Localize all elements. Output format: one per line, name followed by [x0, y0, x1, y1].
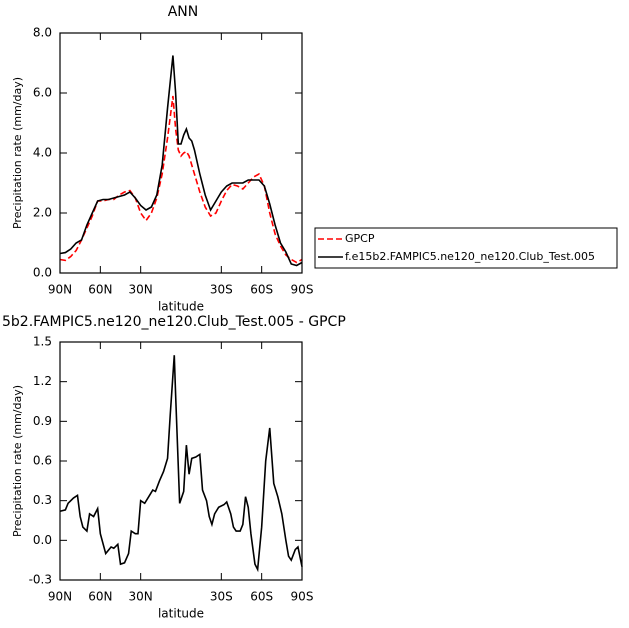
plot-frame	[59, 341, 303, 581]
y-axis-label: Precipitation rate (mm/day)	[11, 77, 24, 229]
series-line	[59, 355, 303, 573]
y-tick-label: -0.3	[29, 573, 52, 587]
y-tick-label: 0.9	[33, 414, 52, 428]
y-tick-label: 0.0	[33, 533, 52, 547]
x-tick-label: 60S	[250, 590, 273, 604]
series-line	[59, 55, 303, 267]
y-tick-label: 2.0	[33, 206, 52, 220]
x-tick-label: 30S	[210, 283, 233, 297]
x-tick-label: 90S	[291, 283, 314, 297]
x-tick-label: 30N	[129, 283, 153, 297]
x-tick-label: 30S	[210, 590, 233, 604]
chart-title: 5b2.FAMPIC5.ne120_ne120.Club_Test.005 - …	[2, 314, 346, 330]
y-axis-label: Precipitation rate (mm/day)	[11, 385, 24, 537]
legend-box	[314, 227, 618, 269]
x-axis-label: latitude	[158, 300, 204, 314]
x-tick-label: 90N	[48, 590, 72, 604]
x-axis-label: latitude	[158, 607, 204, 621]
x-tick-label: 60N	[88, 590, 112, 604]
y-tick-label: 0.6	[33, 454, 52, 468]
y-tick-label: 4.0	[33, 146, 52, 160]
x-tick-label: 90N	[48, 283, 72, 297]
y-tick-label: 8.0	[33, 26, 52, 40]
legend-label: f.e15b2.FAMPIC5.ne120_ne120.Club_Test.00…	[345, 250, 595, 263]
y-tick-label: 1.5	[33, 335, 52, 349]
x-tick-label: 60N	[88, 283, 112, 297]
legend-label: GPCP	[345, 232, 375, 245]
x-tick-label: 30N	[129, 590, 153, 604]
x-tick-label: 60S	[250, 283, 273, 297]
plot-frame	[59, 32, 303, 274]
series-line	[59, 95, 303, 264]
y-tick-label: 1.2	[33, 374, 52, 388]
chart-title: ANN	[168, 4, 199, 20]
y-tick-label: 6.0	[33, 86, 52, 100]
y-tick-label: 0.3	[33, 493, 52, 507]
x-tick-label: 90S	[291, 590, 314, 604]
y-tick-label: 0.0	[33, 266, 52, 280]
